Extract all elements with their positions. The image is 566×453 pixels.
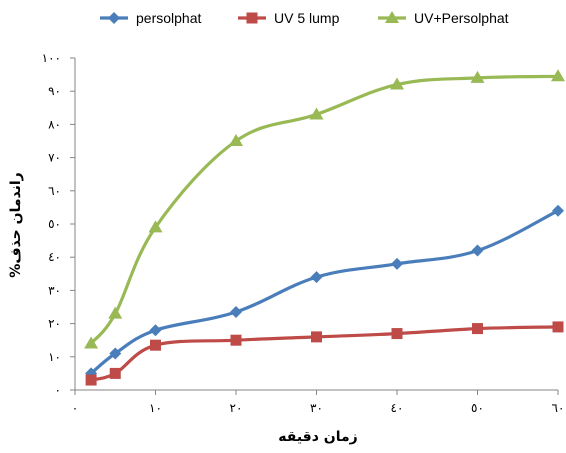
data-point-uv-5-lump <box>230 334 242 346</box>
data-point-uv-5-lump <box>109 367 121 379</box>
data-point-uv-persolphat <box>229 134 243 146</box>
legend-item-persolphat: persolphat <box>100 10 201 26</box>
y-tick-label: ٠ <box>55 383 61 397</box>
legend: persolphat UV 5 lump UV+Persolphat <box>100 10 509 26</box>
series-line-uv-persolphat <box>89 74 559 345</box>
data-point-persolphat <box>149 324 162 337</box>
x-tick-label: ٣٠ <box>310 401 323 415</box>
y-tick-label: ٥٠ <box>48 217 61 231</box>
data-point-uv-persolphat <box>390 77 404 90</box>
data-point-uv-5-lump <box>552 321 564 333</box>
y-tick-label: ١٠٠ <box>42 51 61 65</box>
legend-marker <box>385 11 399 23</box>
chart-axes: ٠ ١٠ ٢٠ ٣٠ ٤٠ ٥٠ ٦٠ ٧٠ ٨٠ ٩٠ ١٠٠ ٠ ١٠ ٢٠ ٣٠ ٤٠ ٥٠ ٦٠ <box>42 51 565 415</box>
data-point-persolphat <box>471 244 484 257</box>
series-line-persolphat <box>90 209 559 375</box>
series-line-uv-5-lump <box>90 325 559 382</box>
legend-marker <box>108 12 120 24</box>
data-point-persolphat <box>391 257 403 270</box>
y-tick-label: ٧٠ <box>48 151 61 165</box>
data-point-uv-5-lump <box>85 374 97 386</box>
data-point-uv-persolphat <box>84 336 99 349</box>
x-tick-label: ٤٠ <box>391 401 404 415</box>
x-tick-label: ١٠ <box>149 401 162 415</box>
x-tick-label: ٢٠ <box>230 401 243 415</box>
legend-item-uv-5-lump: UV 5 lump <box>238 10 340 26</box>
y-tick-label: ٤٠ <box>48 250 61 264</box>
y-axis-label: راندمان حذف% <box>8 172 24 277</box>
data-point-uv-persolphat <box>108 306 123 319</box>
y-tick-label: ٦٠ <box>48 184 61 198</box>
legend-label: UV+Persolphat <box>414 10 509 26</box>
data-point-uv-persolphat <box>551 69 565 82</box>
data-point-uv-5-lump <box>472 323 483 335</box>
data-point-uv-5-lump <box>391 328 403 340</box>
y-tick-label: ٨٠ <box>48 117 61 131</box>
x-tick-label: ٦٠ <box>552 401 565 415</box>
x-axis-label: زمان دقیقه <box>278 429 357 445</box>
series-uv-5-lump <box>85 321 564 386</box>
series-uv-persolphat <box>84 69 565 349</box>
y-tick-label: ٣٠ <box>48 283 61 297</box>
data-point-uv-persolphat <box>470 70 485 83</box>
data-point-persolphat <box>230 305 242 318</box>
data-point-uv-persolphat <box>309 107 324 120</box>
y-tick-label: ٢٠ <box>48 317 61 331</box>
data-point-persolphat <box>109 347 122 360</box>
data-point-uv-5-lump <box>150 339 161 351</box>
data-point-uv-persolphat <box>148 220 163 233</box>
legend-marker <box>246 12 258 24</box>
data-point-persolphat <box>552 204 564 217</box>
legend-label: UV 5 lump <box>274 10 340 26</box>
data-point-uv-5-lump <box>311 331 322 343</box>
legend-item-uv-persolphat: UV+Persolphat <box>378 10 509 26</box>
legend-label: persolphat <box>136 10 201 26</box>
chart-series <box>84 69 565 386</box>
y-tick-label: ١٠ <box>48 350 61 364</box>
x-tick-label: ٥٠ <box>471 401 484 415</box>
y-tick-label: ٩٠ <box>48 84 61 98</box>
x-tick-label: ٠ <box>72 401 78 415</box>
data-point-persolphat <box>310 271 323 284</box>
